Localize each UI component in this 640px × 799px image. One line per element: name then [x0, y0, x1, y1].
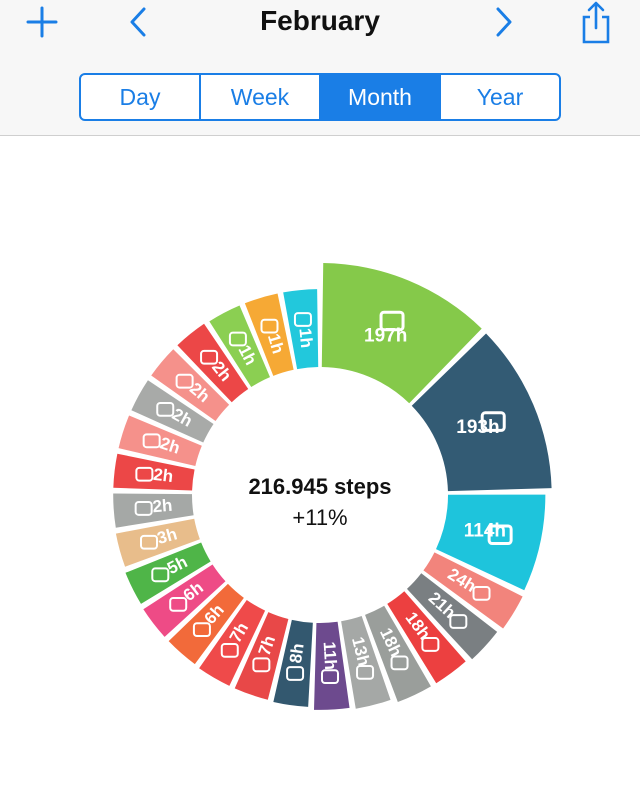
chart-segment[interactable] [283, 289, 319, 370]
top-bar: February Day Week Month Year [0, 0, 640, 136]
chart-segment[interactable] [199, 599, 266, 686]
segment-label: 193h [456, 417, 499, 438]
chart-segment[interactable] [151, 349, 230, 422]
range-selector: Day Week Month Year [79, 73, 561, 121]
chart-segment[interactable] [113, 493, 194, 528]
luggage-icon [156, 401, 175, 417]
books-icon [449, 614, 468, 629]
group-icon [220, 642, 239, 658]
walking-icon [169, 596, 188, 612]
chart-segment[interactable] [411, 333, 552, 492]
add-button[interactable] [22, 2, 62, 42]
train-icon [228, 331, 247, 347]
chevron-right-icon [496, 7, 512, 37]
segment-label: 1h [264, 331, 288, 355]
steps-total: 216.945 steps [248, 474, 392, 499]
chart-segment[interactable] [113, 453, 195, 491]
basketball-icon [192, 622, 211, 638]
basket-icon [260, 318, 279, 334]
chart-segment[interactable] [143, 564, 226, 637]
door-icon [320, 669, 339, 685]
chart-segment[interactable] [365, 605, 431, 703]
chart-segment[interactable] [273, 619, 313, 707]
share-icon [582, 1, 610, 44]
scissors-icon [293, 312, 312, 327]
plane-icon [286, 666, 305, 681]
dancing-icon [135, 466, 154, 482]
dancing-icon [421, 637, 440, 652]
activity-chart: 197h193h114h24h21h18h18h13h11h8h7h7h6h6h… [113, 263, 552, 710]
chart-segment[interactable] [244, 293, 294, 376]
tab-week[interactable]: Week [201, 75, 321, 119]
share-button[interactable] [574, 0, 618, 46]
chart-segment[interactable] [234, 612, 289, 700]
shopping-bag-icon [175, 373, 194, 389]
tab-day[interactable]: Day [81, 75, 201, 119]
segment-label: 8h [286, 642, 308, 664]
running-icon [200, 349, 219, 365]
chevron-left-icon [130, 7, 146, 37]
next-month-button[interactable] [486, 2, 522, 42]
segment-label: 2h [152, 496, 173, 516]
steps-change: +11% [292, 505, 348, 530]
moon-icon [480, 411, 506, 432]
plus-icon [26, 6, 58, 38]
page-title: February [260, 5, 380, 36]
graduation-icon [151, 567, 170, 583]
wheel-icon [390, 655, 409, 671]
running-icon [142, 433, 161, 449]
chart-segment[interactable] [341, 616, 391, 709]
tab-month[interactable]: Month [321, 75, 441, 119]
segment-label: 2h [152, 465, 174, 486]
segment-label: 1h [295, 327, 316, 349]
segment-label: 3h [155, 524, 179, 548]
arrow-luggage-icon [134, 501, 153, 516]
briefcase-icon [379, 310, 405, 332]
home-icon [487, 524, 513, 546]
plane-icon [356, 664, 375, 680]
school-icon [472, 585, 491, 601]
tab-year[interactable]: Year [476, 83, 524, 110]
segment-label: 11h [320, 641, 341, 670]
segment-label: 197h [364, 325, 407, 346]
previous-month-button[interactable] [120, 2, 156, 42]
plane-icon [252, 657, 271, 673]
plane-icon [139, 534, 158, 550]
chart-segment[interactable] [321, 263, 482, 404]
segment-label: 114h [464, 520, 506, 541]
chart-segment[interactable] [313, 621, 350, 710]
